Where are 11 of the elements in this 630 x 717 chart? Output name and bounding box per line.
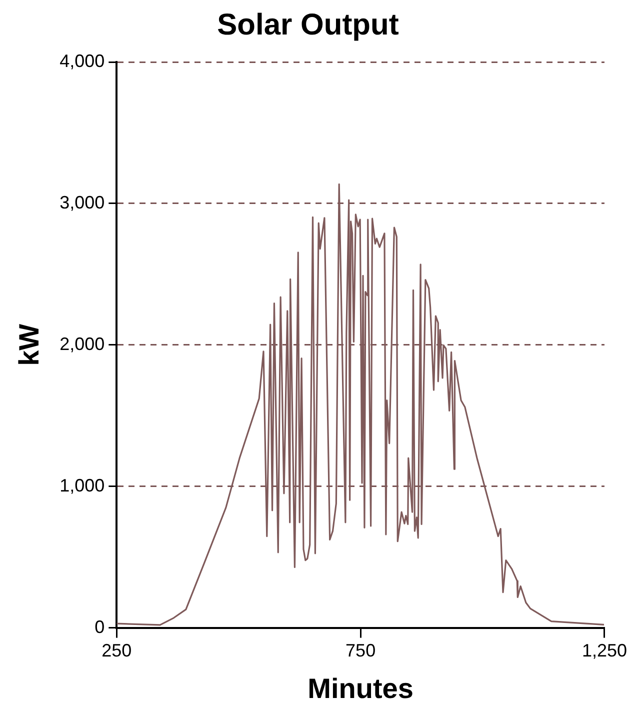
x-axis-title: Minutes — [308, 672, 414, 704]
x-tick-label: 750 — [346, 640, 376, 661]
chart-title: Solar Output — [217, 8, 399, 42]
y-axis-title: kW — [14, 323, 45, 366]
y-tick-label: 0 — [94, 616, 105, 637]
y-tick-label: 3,000 — [60, 192, 105, 212]
y-tick-label: 4,000 — [60, 50, 105, 71]
y-tick-label: 1,000 — [60, 475, 105, 496]
x-tick-label: 250 — [102, 640, 132, 661]
y-tick-label: 2,000 — [60, 334, 105, 354]
x-tick-label: 1,250 — [582, 640, 627, 661]
